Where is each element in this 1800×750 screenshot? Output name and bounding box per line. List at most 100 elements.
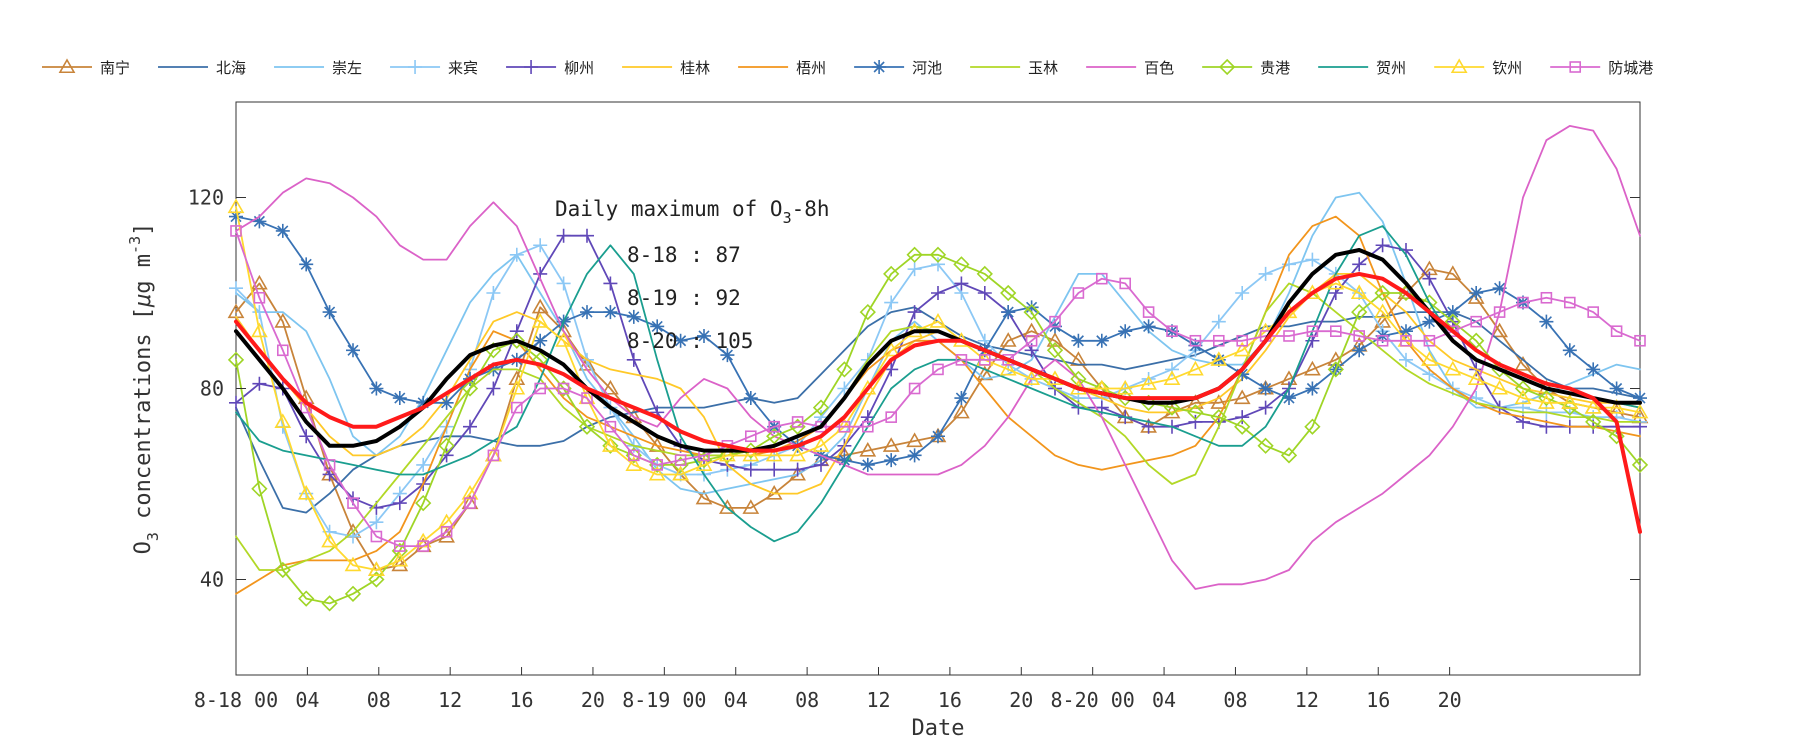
- data-point-3-11: [486, 286, 501, 300]
- data-point-7-6: [369, 381, 384, 396]
- data-point-7-9: [439, 395, 454, 410]
- legend-marker-3: [408, 60, 423, 74]
- data-point-13-45: [1283, 330, 1295, 342]
- y-axis-ticks: 40 80 120: [188, 186, 1640, 592]
- data-point-7-2: [275, 223, 290, 238]
- data-point-13-0: [230, 225, 242, 237]
- data-point-3-8: [416, 457, 431, 472]
- data-point-4-12: [509, 324, 524, 339]
- data-point-0-35: [1046, 332, 1064, 347]
- data-point-10-60: [1631, 456, 1649, 474]
- data-point-4-24: [790, 462, 805, 477]
- data-point-10-59: [1608, 428, 1625, 445]
- data-point-12-16: [602, 437, 619, 452]
- daily-max-annotation: Daily maximum of O3-8h 8-18 : 87 8-19 : 92…: [555, 197, 830, 353]
- data-point-12-3: [297, 484, 315, 500]
- data-point-10-15: [578, 418, 596, 435]
- data-point-10-46: [1304, 418, 1321, 435]
- y-axis-label: O3 concentrations [μg m-3]: [126, 223, 162, 555]
- data-point-3-29: [907, 262, 922, 277]
- data-point-10-6: [368, 571, 385, 588]
- data-point-4-0: [229, 395, 243, 410]
- data-point-13-43: [1236, 334, 1248, 347]
- data-point-13-10: [464, 497, 476, 509]
- legend-item-5: 桂林: [622, 59, 710, 77]
- data-point-13-57: [1564, 296, 1576, 309]
- data-point-4-48: [1352, 257, 1367, 272]
- data-point-10-31: [953, 256, 970, 273]
- data-point-13-42: [1213, 334, 1225, 347]
- data-point-10-25: [812, 399, 830, 416]
- data-point-12-12: [508, 379, 526, 395]
- data-point-12-34: [1023, 370, 1040, 386]
- data-point-13-59: [1610, 325, 1623, 338]
- data-point-12-30: [929, 313, 947, 328]
- data-point-3-13: [533, 238, 548, 253]
- data-point-7-29: [907, 448, 922, 463]
- data-point-7-57: [1562, 343, 1577, 358]
- data-point-3-50: [1399, 352, 1413, 367]
- data-point-12-41: [1187, 360, 1204, 376]
- data-point-4-15: [580, 228, 594, 243]
- data-point-7-28: [884, 453, 899, 468]
- data-point-10-56: [1538, 389, 1555, 407]
- annotation-title-sub: 3: [783, 209, 792, 227]
- data-point-12-58: [1584, 398, 1602, 414]
- data-point-10-30: [929, 246, 947, 263]
- x-tick-label: 08: [367, 688, 391, 712]
- data-point-0-43: [1233, 389, 1251, 405]
- annotation-title-main: Daily maximum of O: [555, 197, 783, 221]
- data-point-4-44: [1258, 400, 1273, 415]
- data-point-10-2: [274, 561, 291, 579]
- data-point-10-45: [1280, 447, 1298, 464]
- x-tick-label: 8-20 00: [1051, 688, 1135, 712]
- data-point-0-46: [1304, 360, 1321, 376]
- legend-item-4: 柳州: [506, 59, 594, 77]
- data-point-13-17: [627, 449, 640, 462]
- series-line-15: [234, 271, 1642, 534]
- data-point-13-38: [1119, 277, 1131, 290]
- y-label-unit: g m: [131, 254, 156, 294]
- data-point-10-48: [1351, 303, 1368, 321]
- data-point-7-3: [299, 257, 314, 272]
- data-point-13-19: [674, 454, 687, 466]
- legend-item-6: 梧州: [738, 59, 826, 77]
- data-point-13-23: [768, 420, 781, 433]
- data-point-12-38: [1116, 379, 1134, 395]
- data-point-10-26: [836, 361, 853, 378]
- data-point-4-3: [299, 429, 314, 444]
- data-point-13-50: [1400, 334, 1412, 347]
- data-point-3-30: [931, 257, 945, 272]
- data-point-3-0: [229, 281, 243, 296]
- series-9: [235, 125, 1641, 590]
- data-point-0-52: [1444, 265, 1462, 280]
- data-point-7-15: [580, 305, 594, 320]
- data-point-13-4: [323, 459, 336, 471]
- data-point-7-46: [1305, 381, 1320, 396]
- data-point-7-26: [837, 453, 852, 468]
- legend-marker-4: [524, 60, 539, 74]
- legend-item-8: 玉林: [970, 59, 1058, 77]
- data-point-3-28: [884, 295, 899, 310]
- legend-label: 玉林: [1028, 59, 1058, 77]
- data-point-13-7: [393, 540, 406, 552]
- legend-item-13: 防城港: [1550, 59, 1653, 77]
- data-point-13-15: [581, 392, 593, 404]
- x-tick-label: 04: [1152, 688, 1176, 712]
- data-point-4-31: [954, 276, 969, 291]
- legend-label: 南宁: [100, 59, 130, 77]
- legend-label: 北海: [216, 59, 246, 77]
- data-point-3-14: [556, 276, 571, 291]
- legend-marker-12: [1450, 58, 1468, 74]
- legend-label: 河池: [912, 59, 942, 77]
- data-point-10-8: [415, 494, 432, 512]
- legend-label: 桂林: [680, 59, 710, 77]
- data-point-4-22: [743, 462, 758, 477]
- x-tick-label: 12: [866, 688, 890, 712]
- data-point-13-13: [534, 382, 547, 395]
- x-tick-label: 08: [795, 688, 819, 712]
- data-point-13-18: [651, 459, 664, 471]
- data-point-7-60: [1633, 391, 1647, 406]
- data-point-4-30: [931, 286, 945, 300]
